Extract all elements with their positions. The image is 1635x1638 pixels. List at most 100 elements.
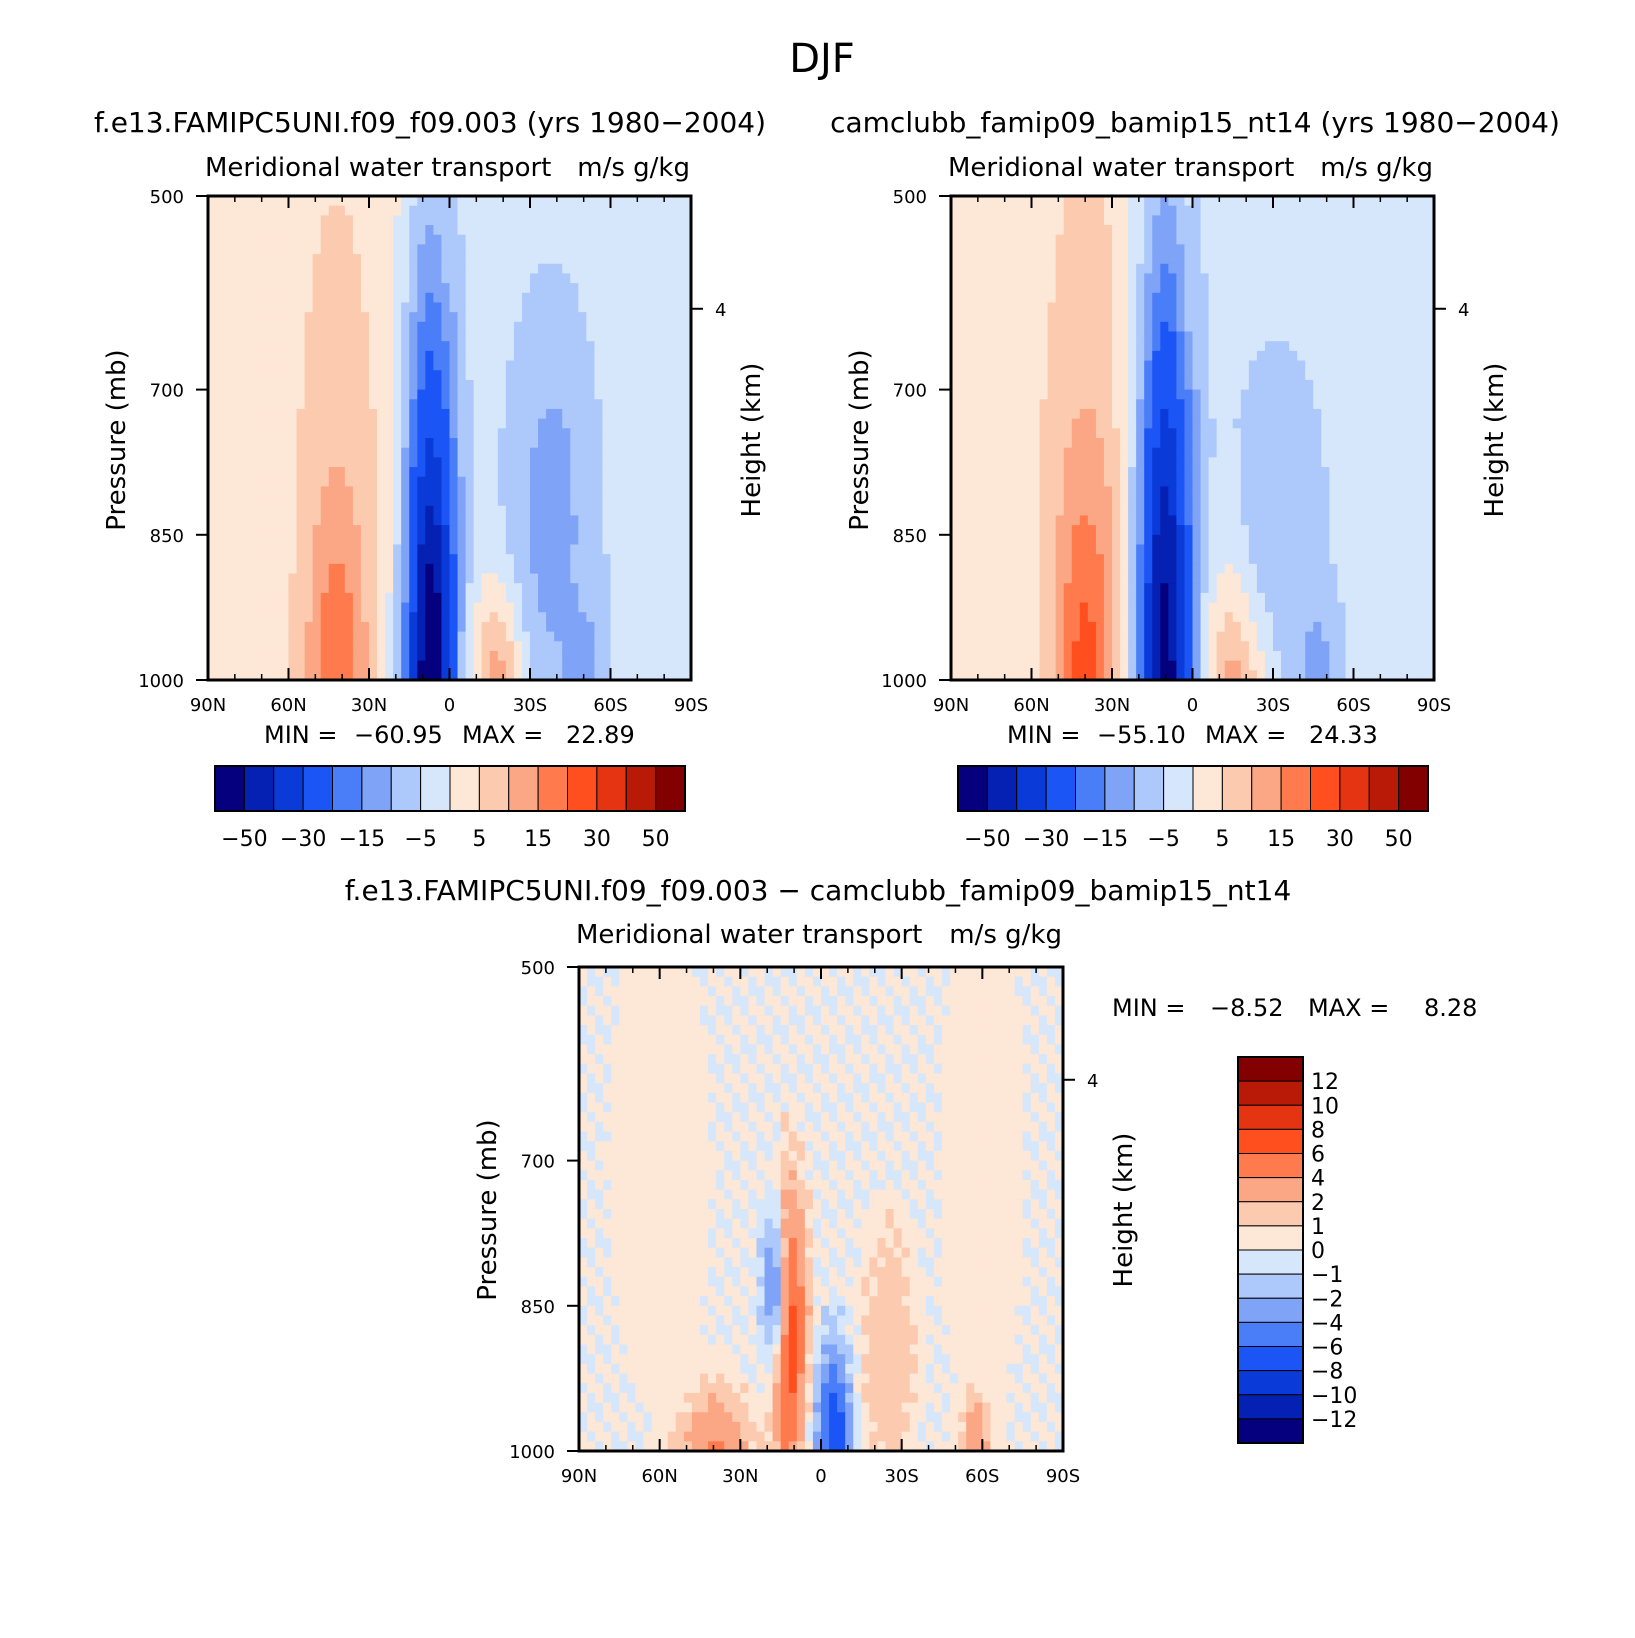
field-cell [1087,215,1097,226]
field-cell [288,254,298,265]
field-cell [1095,418,1105,429]
field-cell [666,670,676,681]
field-cell [328,563,338,575]
field-cell [1047,467,1057,478]
field-cell [409,612,418,623]
field-cell [481,389,491,400]
field-cell [288,418,298,429]
field-cell [1192,486,1202,497]
field-cell [457,273,467,284]
field-cell [578,205,587,216]
field-cell [336,418,346,429]
field-cell [441,292,451,304]
field-cell [1039,496,1049,507]
field-cell [1313,389,1322,400]
field-cell [570,360,579,371]
field-cell [1031,438,1041,449]
field-cell [1007,244,1016,255]
field-cell [304,302,314,313]
field-cell [1232,370,1242,381]
field-cell [1087,486,1097,497]
field-cell [1248,467,1258,478]
field-cell [425,370,434,381]
field-cell [1015,350,1025,362]
field-cell [352,215,362,226]
field-cell [959,399,968,410]
field-cell [497,592,507,604]
field-cell [1273,428,1282,439]
field-cell [369,263,378,275]
field-cell [674,283,684,294]
field-cell [457,399,467,410]
field-cell [417,428,426,439]
field-cell [602,283,612,294]
field-cell [666,554,676,565]
field-cell [401,254,410,265]
field-cell [256,641,265,652]
field-cell [1264,476,1274,487]
field-cell [578,273,587,284]
field-cell [497,650,507,662]
field-cell [1160,225,1169,236]
field-cell [1401,467,1411,478]
field-cell [393,350,402,362]
field-cell [967,205,976,216]
field-cell [642,505,652,517]
field-cell [1216,428,1226,439]
field-cell [1168,331,1177,342]
field-cell [425,534,434,546]
field-cell [320,205,330,216]
field-cell [1256,292,1266,304]
field-cell [288,457,298,468]
field-cell [1039,321,1049,333]
field-cell [272,283,282,294]
field-cell [1128,496,1137,507]
field-cell [1087,321,1097,333]
field-cell [216,457,225,468]
field-cell [489,205,499,216]
field-cell [401,457,410,468]
field-cell [457,254,467,265]
field-cell [1337,254,1347,265]
field-cell [1047,389,1057,400]
field-cell [385,408,394,420]
field-cell [481,438,491,449]
field-cell [530,341,539,352]
field-cell [360,650,370,662]
field-cell [1281,408,1290,420]
field-cell [1409,244,1419,255]
field-cell [497,660,507,671]
field-cell [1337,292,1347,304]
field-cell [999,234,1008,245]
field-cell [457,234,467,245]
field-cell [1120,321,1129,333]
field-cell [554,467,563,478]
field-cell [1192,263,1202,275]
field-cell [650,554,660,565]
field-cell [320,621,330,633]
field-cell [1224,254,1234,265]
field-cell [1184,263,1194,275]
field-cell [441,670,451,681]
field-cell [586,292,595,304]
field-cell [465,273,475,284]
field-cell [666,486,676,497]
field-cell [473,573,483,584]
field-cell [473,660,483,671]
field-cell [360,408,370,420]
field-cell [538,631,547,642]
field-cell [224,341,233,352]
field-cell [530,602,539,613]
field-cell [1136,263,1145,275]
field-cell [570,234,579,245]
field-cell [1240,399,1250,410]
field-cell [264,234,273,245]
field-cell [594,583,604,594]
field-cell [312,670,322,681]
field-cell [1305,486,1314,497]
field-cell [441,302,451,313]
field-cell [417,331,426,342]
field-cell [433,341,443,352]
field-cell [626,554,636,565]
field-cell [481,263,491,275]
